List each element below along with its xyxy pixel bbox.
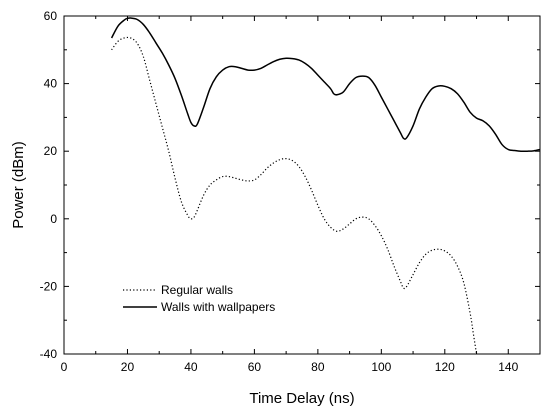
legend: Regular walls Walls with wallpapers [123,283,275,314]
x-tick-label: 120 [435,360,455,374]
y-tick-label: 20 [44,144,58,158]
y-tick-label: 40 [44,77,58,91]
x-tick-label: 100 [371,360,391,374]
y-tick-label: -40 [40,347,58,361]
y-tick-label: 0 [50,212,57,226]
y-tick-label: -20 [40,279,58,293]
axis-ticks: 0 20 40 60 80 100 120 140 -40 -20 0 20 40 60 [40,9,540,374]
x-tick-label: 80 [311,360,325,374]
legend-label-regular-walls: Regular walls [161,283,233,297]
x-tick-label: 0 [61,360,68,374]
x-tick-label: 140 [498,360,518,374]
y-tick-label: 60 [44,9,58,23]
plot-area-frame [64,16,540,354]
legend-label-walls-with-wallpapers: Walls with wallpapers [161,300,275,314]
x-axis-title: Time Delay (ns) [249,390,354,407]
x-tick-label: 20 [121,360,135,374]
series-line-walls-with-wallpapers [112,18,540,151]
x-tick-label: 40 [184,360,198,374]
x-tick-label: 60 [248,360,262,374]
y-axis-title: Power (dBm) [10,141,27,229]
